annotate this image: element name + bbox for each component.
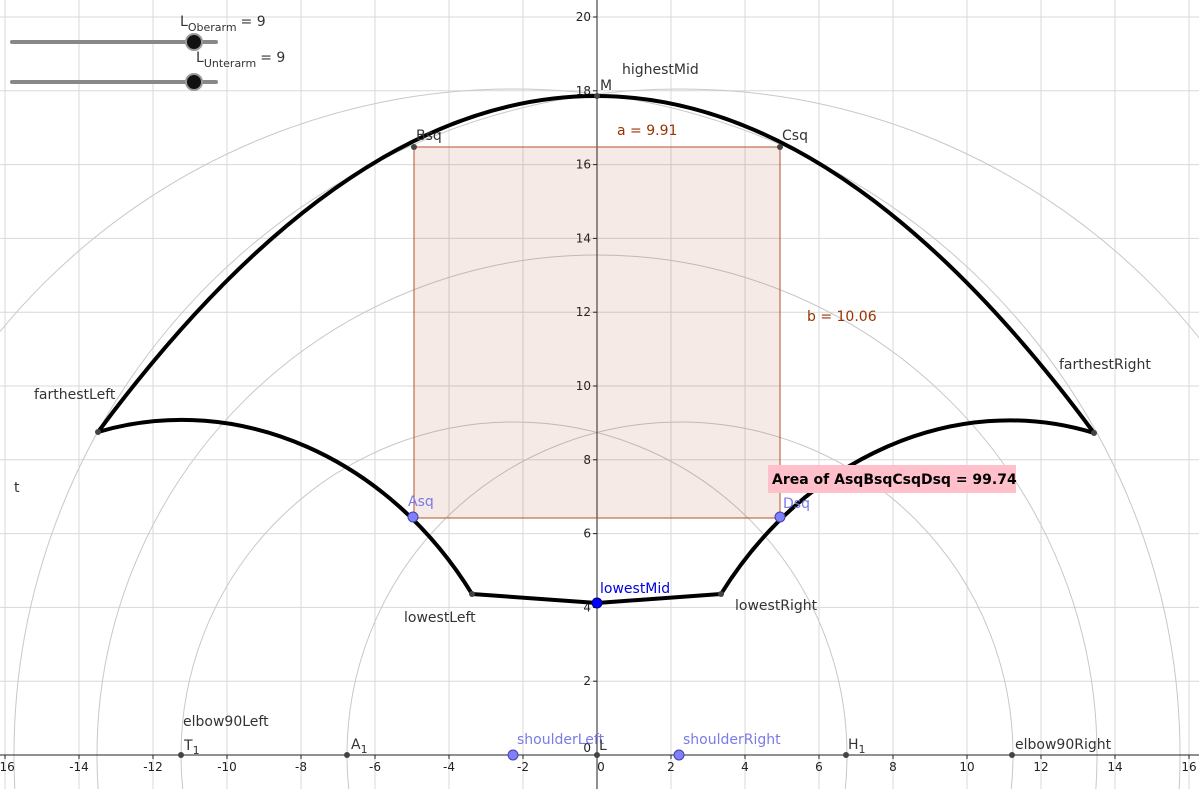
point-label: T1	[183, 738, 200, 757]
point	[1009, 752, 1015, 758]
point-label: elbow90Left	[183, 714, 269, 730]
measure-label: b = 10.06	[807, 309, 877, 325]
y-tick-label: 6	[583, 527, 591, 541]
point	[843, 752, 849, 758]
x-tick-label: 12	[1033, 760, 1048, 774]
x-tick-label: 0	[597, 760, 605, 774]
y-tick-label: 2	[583, 674, 591, 688]
point[interactable]	[673, 749, 685, 761]
point-label: farthestLeft	[34, 387, 116, 403]
x-tick-label: -4	[443, 760, 455, 774]
slider-label: LUnterarm = 9	[196, 50, 285, 70]
point-label: highestMid	[622, 62, 699, 78]
point-label: L	[599, 738, 607, 754]
x-tick-label: -2	[517, 760, 529, 774]
area-box	[768, 465, 1016, 493]
x-tick-label: 6	[815, 760, 823, 774]
y-tick-label: 12	[576, 305, 591, 319]
y-tick-label: 10	[576, 379, 591, 393]
x-tick-label: 4	[741, 760, 749, 774]
x-tick-label: -16	[0, 760, 15, 774]
point-label: H1	[848, 737, 866, 756]
point	[344, 752, 350, 758]
point	[777, 144, 783, 150]
point[interactable]	[507, 749, 519, 761]
point-label: Bsq	[416, 128, 442, 144]
point	[594, 93, 600, 99]
point-label: M	[600, 78, 612, 94]
vertices	[95, 93, 1097, 758]
x-tick-label: -12	[143, 760, 163, 774]
x-tick-label: -6	[369, 760, 381, 774]
point[interactable]	[407, 511, 419, 523]
slider[interactable]: LUnterarm = 9	[10, 50, 285, 91]
point-label: shoulderRight	[683, 732, 781, 748]
point-label: shoulderLeft	[517, 732, 605, 748]
point	[95, 429, 101, 435]
y-tick-label: 8	[583, 453, 591, 467]
point	[178, 752, 184, 758]
point[interactable]	[774, 511, 786, 523]
point-label: lowestRight	[735, 598, 818, 614]
point	[718, 591, 724, 597]
x-tick-label: 8	[889, 760, 897, 774]
point	[1091, 430, 1097, 436]
point	[411, 144, 417, 150]
y-tick-label: 14	[576, 231, 591, 245]
point-label: t	[14, 480, 20, 496]
point-label: elbow90Right	[1015, 737, 1112, 753]
x-tick-label: -10	[217, 760, 237, 774]
point	[594, 752, 600, 758]
x-tick-label: -8	[295, 760, 307, 774]
square	[413, 146, 781, 519]
slider-knob[interactable]	[185, 33, 203, 51]
y-tick-label: 0	[583, 741, 591, 755]
y-tick-label: 4	[583, 600, 591, 614]
y-tick-label: 16	[576, 158, 591, 172]
y-tick-label: 20	[576, 10, 591, 24]
point-label: farthestRight	[1059, 357, 1151, 373]
area-label: Area of AsqBsqCsqDsq = 99.74	[772, 472, 1017, 488]
inner-left-arc	[97, 417, 474, 596]
point-label: Asq	[408, 494, 434, 510]
point-label: lowestMid	[600, 581, 670, 597]
x-tick-label: 16	[1181, 760, 1196, 774]
point[interactable]	[591, 597, 603, 609]
measure-label: a = 9.91	[617, 123, 677, 139]
inner-right-arc	[719, 418, 1095, 596]
point-label: A1	[351, 737, 368, 756]
x-tick-label: 10	[959, 760, 974, 774]
free-points	[407, 511, 786, 761]
slider-knob[interactable]	[185, 73, 203, 91]
x-tick-label: -14	[69, 760, 89, 774]
slider-label: LOberarm = 9	[180, 14, 266, 34]
point-label: Dsq	[783, 496, 810, 512]
point-label: Csq	[782, 128, 808, 144]
x-tick-label: 14	[1107, 760, 1122, 774]
point	[469, 591, 475, 597]
point-label: lowestLeft	[404, 610, 476, 626]
slider[interactable]: LOberarm = 9	[10, 14, 266, 51]
x-tick-label: 2	[667, 760, 675, 774]
